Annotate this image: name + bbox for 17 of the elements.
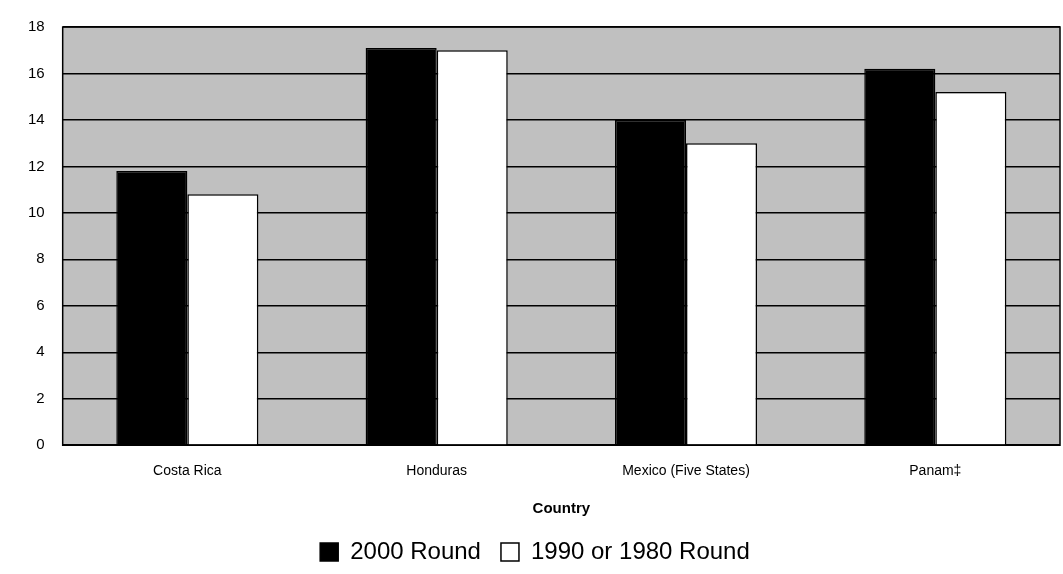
x-tick-label: Mexico (Five States) [622,462,750,479]
y-tick-label: 14 [28,110,45,128]
y-tick-label: 12 [28,156,45,174]
y-tick-label: 4 [36,342,45,360]
y-tick-label: 6 [36,295,45,313]
y-tick-label: 2 [36,388,45,406]
legend-label: 1990 or 1980 Round [530,536,750,564]
y-tick-label: 8 [36,249,45,267]
x-tick-label: Panam‡ [909,462,962,479]
y-tick-label: 16 [28,63,45,81]
y-tick-label: 18 [28,17,45,35]
y-tick-label: 0 [36,435,45,453]
legend-label: 2000 Round [350,536,481,564]
y-tick-label: 10 [28,203,45,221]
x-axis-title: Country [532,499,591,517]
x-tick-label: Honduras [406,462,468,479]
x-tick-label: Costa Rica [153,462,222,479]
